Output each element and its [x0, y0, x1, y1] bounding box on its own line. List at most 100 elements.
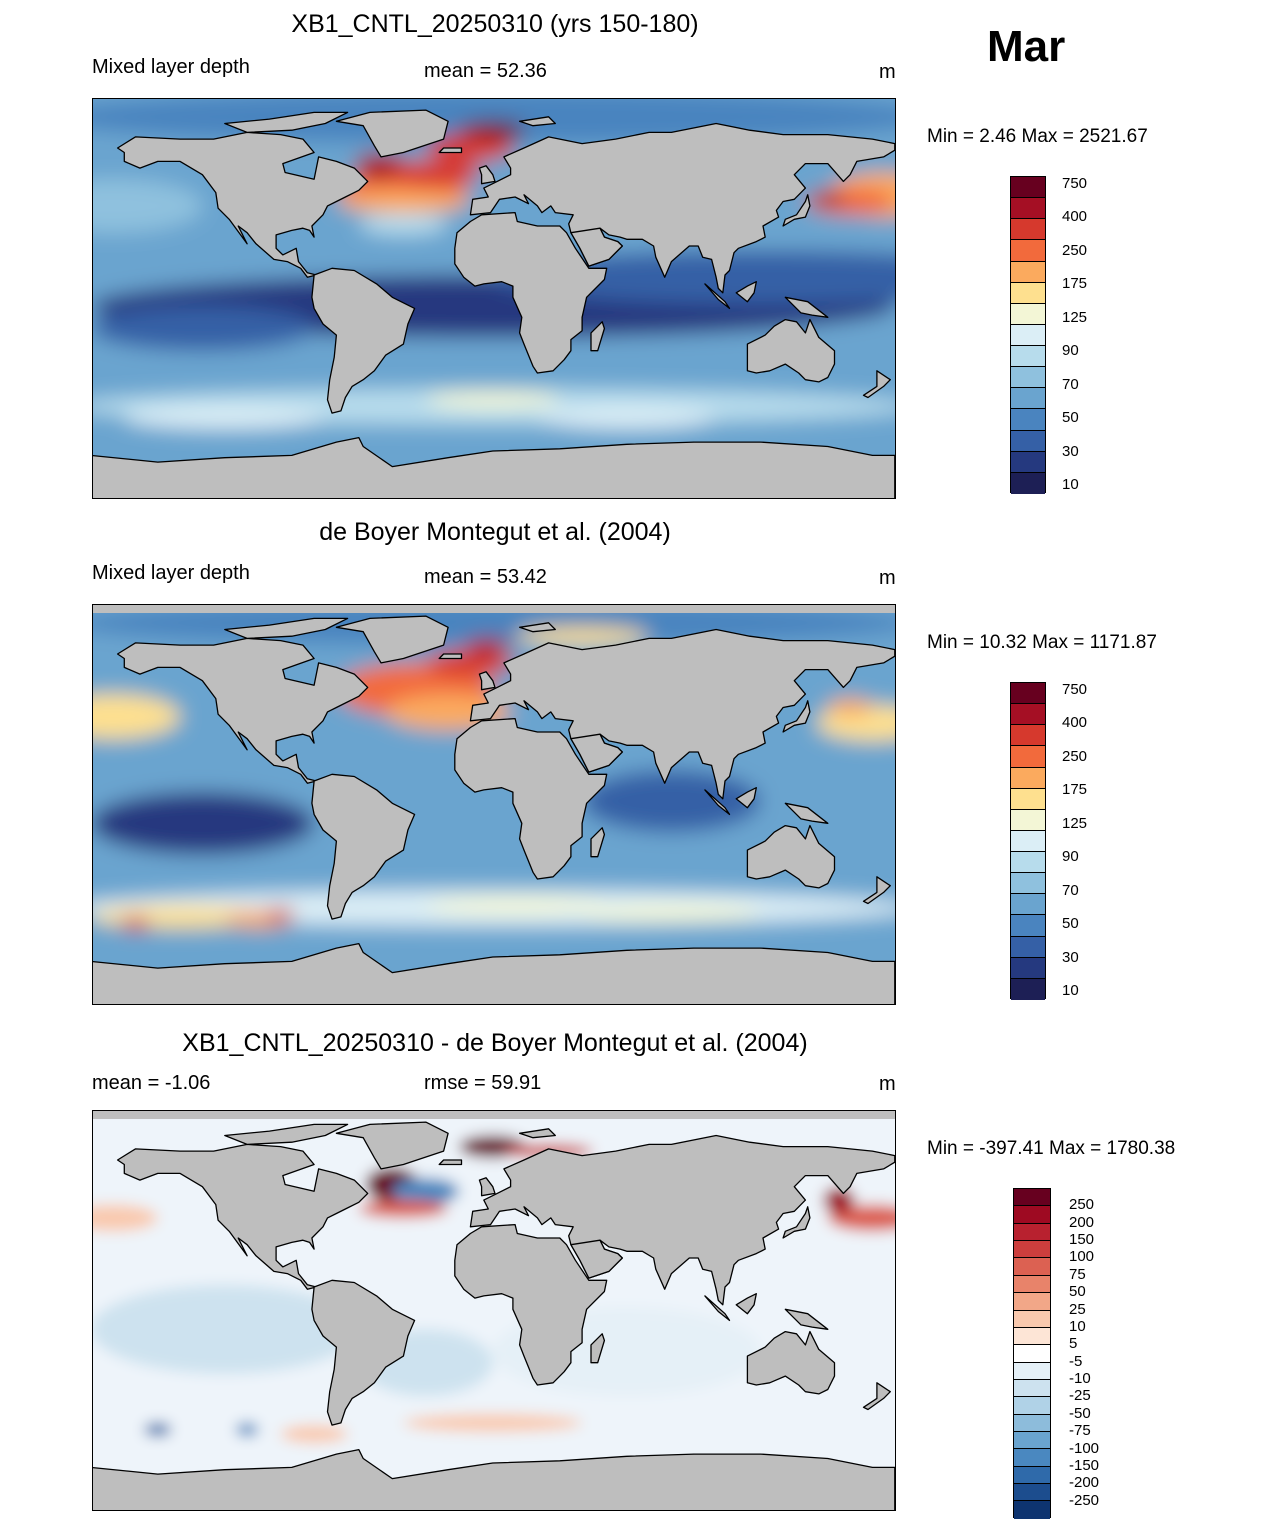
landmass-australia	[746, 318, 836, 383]
colorbar-swatch	[1014, 1466, 1050, 1485]
landmass-australia	[746, 824, 836, 889]
ocean-anomaly	[582, 769, 761, 833]
colorbar-swatch	[1014, 1258, 1050, 1276]
colorbar-tick-label: 50	[1062, 409, 1079, 427]
land-masses	[93, 1111, 895, 1510]
colorbar-tick-label: 75	[1069, 1265, 1086, 1283]
missing-data-strip	[93, 1111, 895, 1119]
landmass-iceland	[438, 1159, 463, 1166]
landmass-britain	[478, 165, 496, 185]
landmass-antarctica	[93, 1448, 895, 1510]
colorbar-tick-label: -250	[1069, 1491, 1100, 1509]
colorbar-tick-label: 175	[1062, 275, 1088, 293]
colorbar-swatch	[1011, 809, 1045, 831]
ocean-anomaly	[392, 1177, 460, 1205]
colorbar-swatch	[1011, 894, 1045, 916]
landmass-madagascar	[590, 827, 606, 858]
colorbar-tick-label: 100	[1069, 1248, 1095, 1266]
colorbar-swatch	[1014, 1397, 1050, 1415]
colorbar-swatch	[1011, 767, 1045, 789]
colorbar-boxes	[1013, 1188, 1051, 1519]
ocean-anomaly	[823, 1186, 855, 1214]
landmass-svalbard	[518, 116, 556, 127]
panel-obs-mean: mean = 53.42	[424, 566, 547, 588]
colorbar-swatch	[1014, 1206, 1050, 1224]
ocean-anomaly	[93, 792, 315, 855]
colorbar-swatch	[1011, 409, 1045, 431]
colorbar-swatch	[1011, 219, 1045, 241]
colorbar-swatch	[1014, 1189, 1050, 1207]
landmass-madagascar	[590, 321, 606, 352]
colorbar-swatch	[1014, 1449, 1050, 1467]
colorbar-swatch	[1011, 957, 1045, 979]
landmass-japan	[782, 700, 811, 733]
colorbar-swatch	[1014, 1345, 1050, 1363]
landmass-arabiaFill	[570, 1239, 623, 1279]
colorbar-swatch	[1011, 346, 1045, 368]
colorbar-swatch	[1011, 177, 1045, 199]
colorbar-tick-label: -75	[1069, 1422, 1091, 1440]
landmass-borneo	[735, 281, 757, 303]
panel-diff-units: m	[879, 1073, 896, 1095]
ocean-anomaly	[425, 134, 516, 162]
colorbar-swatch	[1011, 282, 1045, 304]
landmass-newzealand	[862, 370, 891, 399]
colorbar-swatch	[1014, 1414, 1050, 1433]
colorbar-tick-label: 200	[1069, 1213, 1095, 1231]
colorbar-tick-label: 250	[1062, 241, 1088, 259]
colorbar-swatch	[1011, 430, 1045, 452]
ocean-anomaly	[403, 1413, 583, 1432]
landmass-iceland	[438, 147, 463, 154]
landmass-antarctica	[93, 942, 895, 1004]
ocean-anomaly	[515, 627, 650, 646]
landmass-greenland	[335, 1121, 449, 1170]
panel-model-map	[92, 98, 896, 499]
colorbar-swatch	[1011, 978, 1045, 1000]
colorbar-tick-label: 250	[1069, 1196, 1095, 1214]
landmass-africa	[454, 1223, 608, 1386]
ocean-anomaly	[392, 159, 482, 186]
colorbar-swatch	[1011, 451, 1045, 473]
colorbar-tick-label: 250	[1062, 747, 1088, 765]
colorbar-tick-label: -200	[1069, 1474, 1100, 1492]
landmass-arcticIslands	[224, 111, 349, 134]
panel-obs-minmax: Min = 10.32 Max = 1171.87	[927, 632, 1157, 653]
colorbar-boxes	[1010, 682, 1046, 1000]
colorbar-tick-label: 400	[1062, 714, 1088, 732]
panel-obs-map	[92, 604, 896, 1005]
colorbar-swatch	[1011, 725, 1045, 747]
landmass-southAmerica	[311, 773, 416, 920]
map-canvas	[93, 605, 895, 1004]
panel-diff-title: XB1_CNTL_20250310 - de Boyer Montegut et…	[182, 1029, 808, 1057]
ocean-anomaly	[425, 649, 516, 677]
colorbar-tick-label: 50	[1069, 1283, 1086, 1301]
colorbar-tick-label: 30	[1062, 442, 1079, 460]
landmass-svalbard	[518, 1128, 556, 1139]
ocean-anomaly	[122, 916, 149, 931]
panel-model-variable-label: Mixed layer depth	[92, 56, 250, 78]
colorbar-swatch	[1011, 303, 1045, 325]
ocean-anomaly	[425, 896, 605, 915]
landmass-arabiaFill	[570, 227, 623, 267]
colorbar-swatch	[1014, 1223, 1050, 1242]
landmass-africa	[454, 211, 608, 374]
ocean-anomaly	[385, 694, 511, 730]
landmass-northAmerica	[116, 637, 369, 784]
colorbar-swatch	[1011, 324, 1045, 346]
landmass-sumatra	[704, 789, 731, 816]
ocean-anomaly	[827, 698, 873, 717]
colorbar-tick-label: -5	[1069, 1352, 1083, 1370]
month-label: Mar	[987, 22, 1066, 71]
ocean-anomaly	[459, 121, 527, 140]
colorbar-swatch	[1014, 1362, 1050, 1380]
panel-obs-variable-label: Mixed layer depth	[92, 562, 250, 584]
colorbar-swatch	[1014, 1310, 1050, 1328]
colorbar-tick-label: 750	[1062, 175, 1088, 192]
landmass-northAmerica	[116, 1143, 369, 1290]
colorbar-tick-label: -25	[1069, 1387, 1091, 1405]
ocean-anomaly	[144, 1422, 172, 1437]
landmass-japan	[782, 194, 811, 227]
landmass-madagascar	[590, 1333, 606, 1364]
landmass-britain	[478, 1177, 496, 1197]
panel-model-units: m	[879, 61, 896, 83]
